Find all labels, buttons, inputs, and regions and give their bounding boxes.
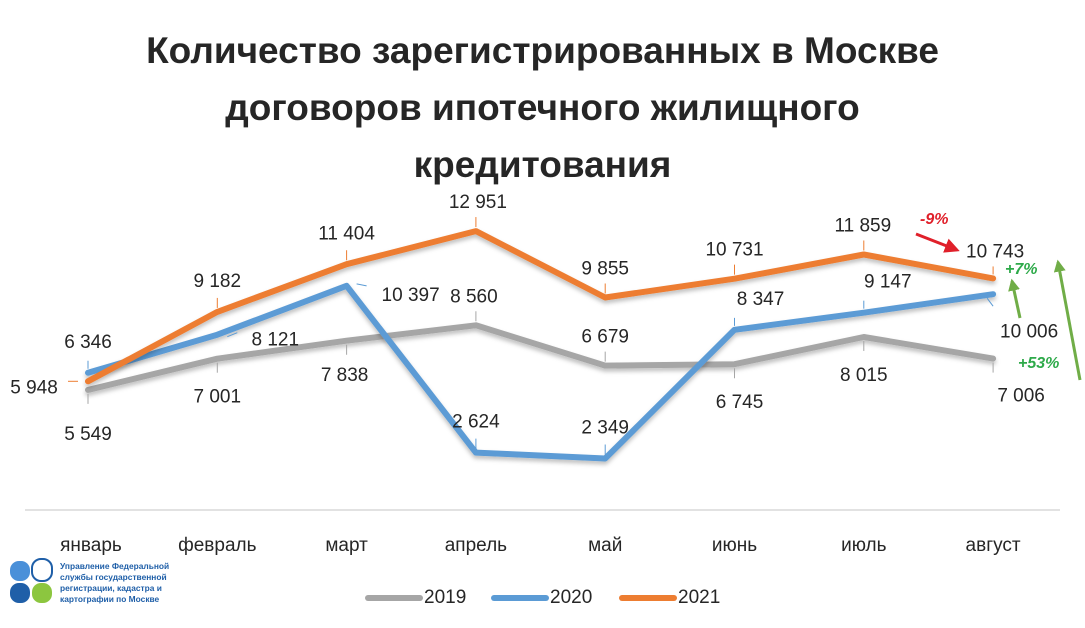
data-label-2019-апрель: 8 560 (450, 286, 498, 307)
data-label-2019-август: 7 006 (997, 386, 1045, 407)
rosreestr-logo: Управление Федеральной службы государств… (8, 555, 238, 615)
data-label-2020-июль: 9 147 (864, 272, 912, 293)
chart-title-line-3: кредитования (413, 144, 672, 185)
rosreestr-emblem-icon (10, 558, 53, 603)
data-label-2020-март: 10 397 (382, 285, 440, 306)
data-point-2019-март (344, 338, 350, 344)
data-point-2021-апрель (473, 228, 479, 234)
chart-title-line-2: договоров ипотечного жилищного (225, 87, 860, 128)
data-label-2021-март: 11 404 (318, 223, 375, 244)
data-label-2021-май: 9 855 (581, 258, 629, 279)
data-label-2021-апрель: 12 951 (449, 192, 507, 213)
data-label-2020-август: 10 006 (1000, 321, 1058, 342)
annotation-plus-7: +7% (1005, 261, 1037, 278)
data-point-2021-январь (85, 378, 91, 384)
legend-label-2021: 2021 (678, 587, 720, 608)
data-label-2021-февраль: 9 182 (194, 271, 242, 292)
x-tick-label-январь: январь (60, 535, 122, 556)
data-label-2020-январь: 6 346 (64, 332, 112, 353)
data-point-2020-март (344, 283, 350, 289)
data-point-2019-июнь (732, 361, 737, 367)
logo-text-line-3: регистрации, кадастра и (60, 583, 162, 593)
series-line-2020 (85, 282, 997, 462)
logo-text-line-2: службы государственной (60, 572, 167, 582)
x-tick-label-май: май (588, 535, 622, 556)
data-label-2019-июль: 8 015 (840, 365, 888, 386)
data-point-2020-май (602, 456, 608, 462)
x-tick-label-апрель: апрель (445, 535, 507, 556)
leader-line-2020-февраль (227, 332, 238, 338)
data-point-2020-февраль (214, 332, 220, 338)
data-label-2019-январь: 5 549 (64, 424, 112, 445)
chart-title-line-1: Количество зарегистрированных в Москве (146, 30, 939, 71)
logo-text-line-1: Управление Федеральной (60, 561, 170, 571)
data-point-2019-январь (85, 387, 91, 393)
data-point-2019-апрель (473, 322, 479, 328)
data-point-2019-август (990, 356, 996, 362)
data-label-2019-февраль: 7 001 (194, 387, 242, 408)
data-point-2020-август (990, 291, 996, 297)
data-label-2020-апрель: 2 624 (452, 412, 500, 433)
x-tick-label-февраль: февраль (178, 535, 257, 556)
data-point-2021-июль (861, 251, 867, 257)
series-line-2019 (85, 322, 997, 393)
data-label-2020-февраль: 8 121 (252, 330, 300, 351)
data-label-2021-июль: 11 859 (834, 215, 891, 236)
legend-label-2019: 2019 (424, 587, 466, 608)
data-point-2019-июль (861, 334, 867, 340)
data-point-2020-июль (861, 310, 867, 316)
data-point-2021-март (344, 261, 350, 267)
leader-line-2020-август (986, 297, 994, 307)
increase-arrow-large-icon (1053, 259, 1082, 381)
data-label-2020-июнь: 8 347 (737, 289, 785, 310)
data-label-2020-май: 2 349 (581, 418, 629, 439)
data-label-2021-август: 10 743 (966, 241, 1024, 262)
x-tick-label-июль: июль (841, 535, 887, 556)
annotation-minus-9: -9% (920, 211, 948, 228)
x-tick-label-март: март (325, 535, 368, 556)
data-label-2021-январь: 5 948 (10, 377, 58, 398)
series-line-2021 (85, 228, 997, 385)
leader-line-2020-март (356, 283, 367, 287)
logo-text-line-4: картографии по Москве (60, 594, 160, 604)
data-label-layer: 5 549 7 001 7 838 8 560 6 679 6 745 8 015 7 006… (10, 192, 1058, 455)
series-layer (85, 228, 997, 462)
data-point-2019-февраль (214, 356, 220, 362)
annotation-layer: -9% +7% +53% (915, 211, 1082, 381)
data-label-2019-март: 7 838 (321, 365, 369, 386)
data-point-2020-январь (85, 370, 91, 376)
chart-title: Количество зарегистрированных в Москве д… (0, 22, 1085, 193)
annotation-plus-53: +53% (1018, 355, 1059, 372)
data-point-2020-июнь (732, 327, 737, 333)
data-point-2020-апрель (473, 450, 479, 456)
legend-label-2020: 2020 (550, 587, 592, 608)
data-label-2021-июнь: 10 731 (705, 240, 763, 261)
legend: 2019 2020 2021 (365, 587, 720, 608)
data-point-2021-август (990, 275, 996, 281)
data-label-2019-май: 6 679 (581, 327, 629, 348)
logo-text: Управление Федеральной службы государств… (60, 561, 235, 605)
data-label-2019-июнь: 6 745 (716, 392, 764, 413)
data-point-2021-февраль (214, 309, 220, 315)
increase-arrow-small-icon (1008, 278, 1022, 319)
data-point-2021-июнь (732, 276, 737, 282)
data-point-2021-май (602, 294, 608, 300)
x-tick-label-август: август (966, 535, 1021, 556)
x-tick-layer: январь февраль март апрель май июнь июль август (60, 535, 1021, 556)
data-point-2019-май (602, 363, 608, 369)
decrease-arrow-icon (915, 232, 960, 253)
x-tick-label-июнь: июнь (712, 535, 757, 556)
